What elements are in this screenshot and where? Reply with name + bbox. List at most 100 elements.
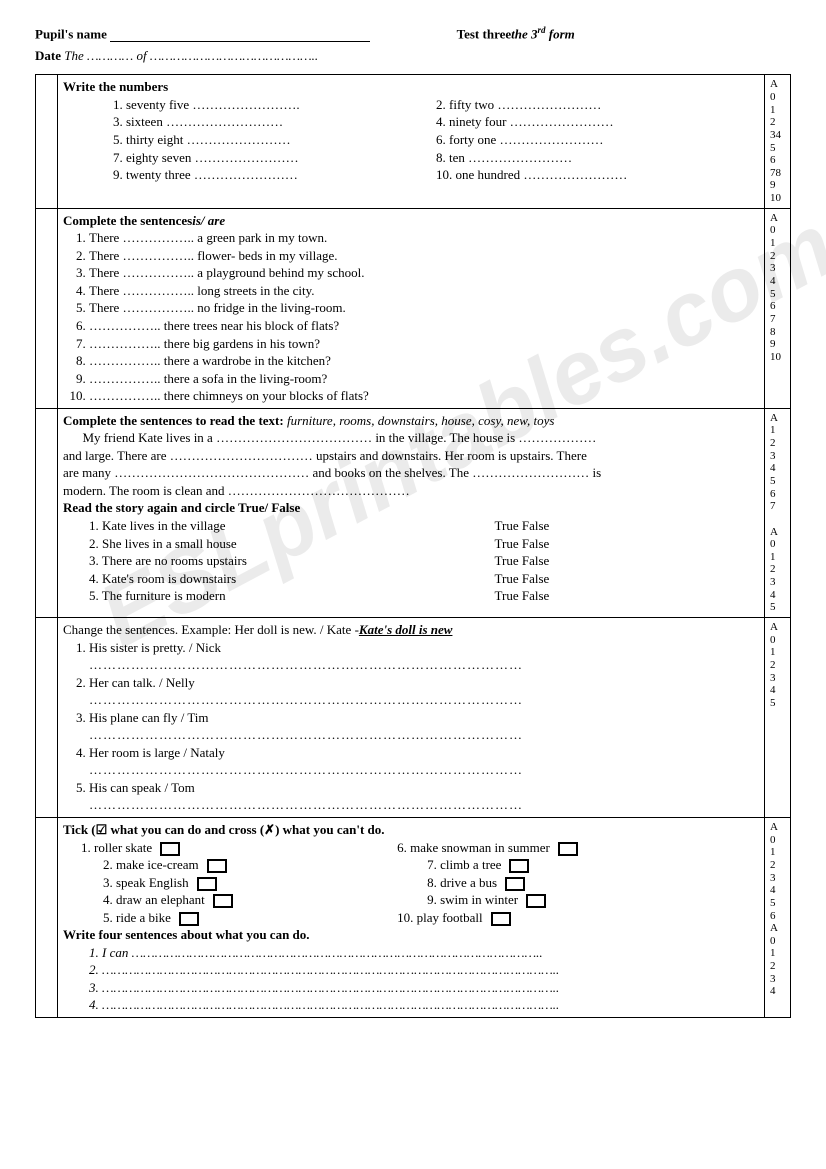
s4i1: Her can talk. / Nelly…………………………………………………… <box>89 674 759 709</box>
s2i6: …………….. there big gardens in his town? <box>89 335 759 353</box>
checkbox[interactable] <box>491 912 511 926</box>
s2i5: …………….. there trees near his block of fl… <box>89 317 759 335</box>
worksheet-table: Write the numbers 1. seventy five ………………… <box>35 74 791 1018</box>
section-2: Complete the sentencesis/ are There …………… <box>36 208 791 408</box>
tf1l: True False <box>495 535 759 553</box>
section-3: Complete the sentences to read the text:… <box>36 408 791 617</box>
sec3-t1: My friend Kate lives in a ……………………………… i… <box>63 429 759 447</box>
test-label: Test three <box>457 26 512 41</box>
wl3: 4. …………………………………………………………………………………………………… <box>63 996 759 1014</box>
s5l1: 2. make ice-cream <box>103 857 199 872</box>
checkbox[interactable] <box>558 842 578 856</box>
section-5: Tick (☑ what you can do and cross (✗) wh… <box>36 818 791 1018</box>
tf0: 1. Kate lives in the village <box>63 517 495 535</box>
s2i4: There …………….. no fridge in the living-ro… <box>89 299 759 317</box>
tf2l: True False <box>495 552 759 570</box>
s5r2: 8. drive a bus <box>427 875 497 890</box>
checkbox[interactable] <box>526 894 546 908</box>
s2i0: There …………….. a green park in my town. <box>89 229 759 247</box>
sec1-title: Write the numbers <box>63 78 759 96</box>
sec5-td: ✗ <box>264 822 275 837</box>
tf3l: True False <box>495 570 759 588</box>
checkbox[interactable] <box>509 859 529 873</box>
form-the3: the 3 <box>511 26 537 41</box>
s1l0: 1. seventy five ……………………. <box>113 96 436 114</box>
s4i3: Her room is large / Nataly……………………………………… <box>89 744 759 779</box>
s1r1: 4. ninety four …………………… <box>436 113 759 131</box>
sec5-te: ) what you can't do. <box>275 822 384 837</box>
s1r4: 10. one hundred …………………… <box>436 166 759 184</box>
s5r3: 9. swim in winter <box>427 892 518 907</box>
section-1: Write the numbers 1. seventy five ………………… <box>36 75 791 208</box>
tf4l: True False <box>495 587 759 605</box>
name-blank[interactable] <box>110 41 370 42</box>
sec2-list: There …………….. a green park in my town. T… <box>63 229 759 404</box>
sec3-wordbank: furniture, rooms, downstairs, house, cos… <box>287 413 554 428</box>
pupil-label: Pupil's name <box>35 26 107 41</box>
s1r3: 8. ten …………………… <box>436 149 759 167</box>
sec3-read-title: Read the story again and circle True/ Fa… <box>63 499 759 517</box>
sec5-tc: what you can do and cross ( <box>107 822 264 837</box>
sec4-intro-a: Change the sentences. Example: Her doll … <box>63 622 359 637</box>
s1l3: 7. eighty seven …………………… <box>113 149 436 167</box>
checkbox[interactable] <box>179 912 199 926</box>
wl0: 1. I can …………………………………………………………………………………… <box>63 944 759 962</box>
sec5-write-title: Write four sentences about what you can … <box>63 926 759 944</box>
checkbox[interactable] <box>197 877 217 891</box>
s2i2: There …………….. a playground behind my sch… <box>89 264 759 282</box>
sec1-score: A 0 1 2 34 5 6 78 9 10 <box>765 75 791 208</box>
s4i0: His sister is pretty. / Nick………………………………… <box>89 639 759 674</box>
sec3-title: Complete the sentences to read the text: <box>63 413 284 428</box>
wl1: 2. …………………………………………………………………………………………………… <box>63 961 759 979</box>
sec2-score: A 0 1 2 3 4 5 6 7 8 9 10 <box>765 208 791 408</box>
date-text: The ………… of …………………………………….. <box>64 48 318 63</box>
s2i3: There …………….. long streets in the city. <box>89 282 759 300</box>
checkbox[interactable] <box>505 877 525 891</box>
tf3: 4. Kate's room is downstairs <box>63 570 495 588</box>
checkbox[interactable] <box>160 842 180 856</box>
s1l1: 3. sixteen ……………………… <box>113 113 436 131</box>
s5r1: 7. climb a tree <box>427 857 501 872</box>
s5r4: 10. play football <box>397 910 483 925</box>
s1r0: 2. fifty two …………………… <box>436 96 759 114</box>
sec5-ta: Tick ( <box>63 822 96 837</box>
sec3-t2: and large. There are …………………………… upstair… <box>63 447 759 465</box>
header-line-2: Date The ………… of …………………………………….. <box>35 48 791 64</box>
sec2-title-b: is/ are <box>192 213 225 228</box>
form-sup: rd <box>538 25 546 35</box>
s1l2: 5. thirty eight …………………… <box>113 131 436 149</box>
sec4-score: A 0 1 2 3 4 5 <box>765 618 791 818</box>
s2i8: …………….. there a sofa in the living-room? <box>89 370 759 388</box>
sec3-score: A 1 2 3 4 5 6 7 A 0 1 2 3 4 5 <box>765 408 791 617</box>
section-4: Change the sentences. Example: Her doll … <box>36 618 791 818</box>
s2i1: There …………….. flower- beds in my village… <box>89 247 759 265</box>
wl2: 3. …………………………………………………………………………………………………… <box>63 979 759 997</box>
sec3-t3: are many ……………………………………… and books on th… <box>63 464 759 482</box>
sec5-tb: ☑ <box>96 822 108 837</box>
sec5-score: A 0 1 2 3 4 5 6 A 0 1 2 3 4 <box>765 818 791 1018</box>
tf0l: True False <box>495 517 759 535</box>
tf2: 3. There are no rooms upstairs <box>63 552 495 570</box>
s5r0: 6. make snowman in summer <box>397 840 550 855</box>
sec3-t4: modern. The room is clean and …………………………… <box>63 482 759 500</box>
s5l0: 1. roller skate <box>81 840 152 855</box>
tf1: 2. She lives in a small house <box>63 535 495 553</box>
s5l4: 5. ride a bike <box>103 910 171 925</box>
s2i9: …………….. there chimneys on your blocks of… <box>89 387 759 405</box>
sec2-title-a: Complete the sentences <box>63 213 192 228</box>
date-label: Date <box>35 48 61 63</box>
tf4: 5. The furniture is modern <box>63 587 495 605</box>
s5l2: 3. speak English <box>103 875 189 890</box>
s1r2: 6. forty one …………………… <box>436 131 759 149</box>
s4i2: His plane can fly / Tim……………………………………………… <box>89 709 759 744</box>
form-tail: form <box>546 26 575 41</box>
checkbox[interactable] <box>213 894 233 908</box>
checkbox[interactable] <box>207 859 227 873</box>
s4i4: His can speak / Tom………………………………………………………… <box>89 779 759 814</box>
header-line-1: Pupil's name Test threethe 3rd form <box>35 25 791 42</box>
s1l4: 9. twenty three …………………… <box>113 166 436 184</box>
sec4-list: His sister is pretty. / Nick………………………………… <box>63 639 759 814</box>
s2i7: …………….. there a wardrobe in the kitchen? <box>89 352 759 370</box>
s5l3: 4. draw an elephant <box>103 892 205 907</box>
sec4-intro-b: Kate's doll is new <box>359 622 453 637</box>
